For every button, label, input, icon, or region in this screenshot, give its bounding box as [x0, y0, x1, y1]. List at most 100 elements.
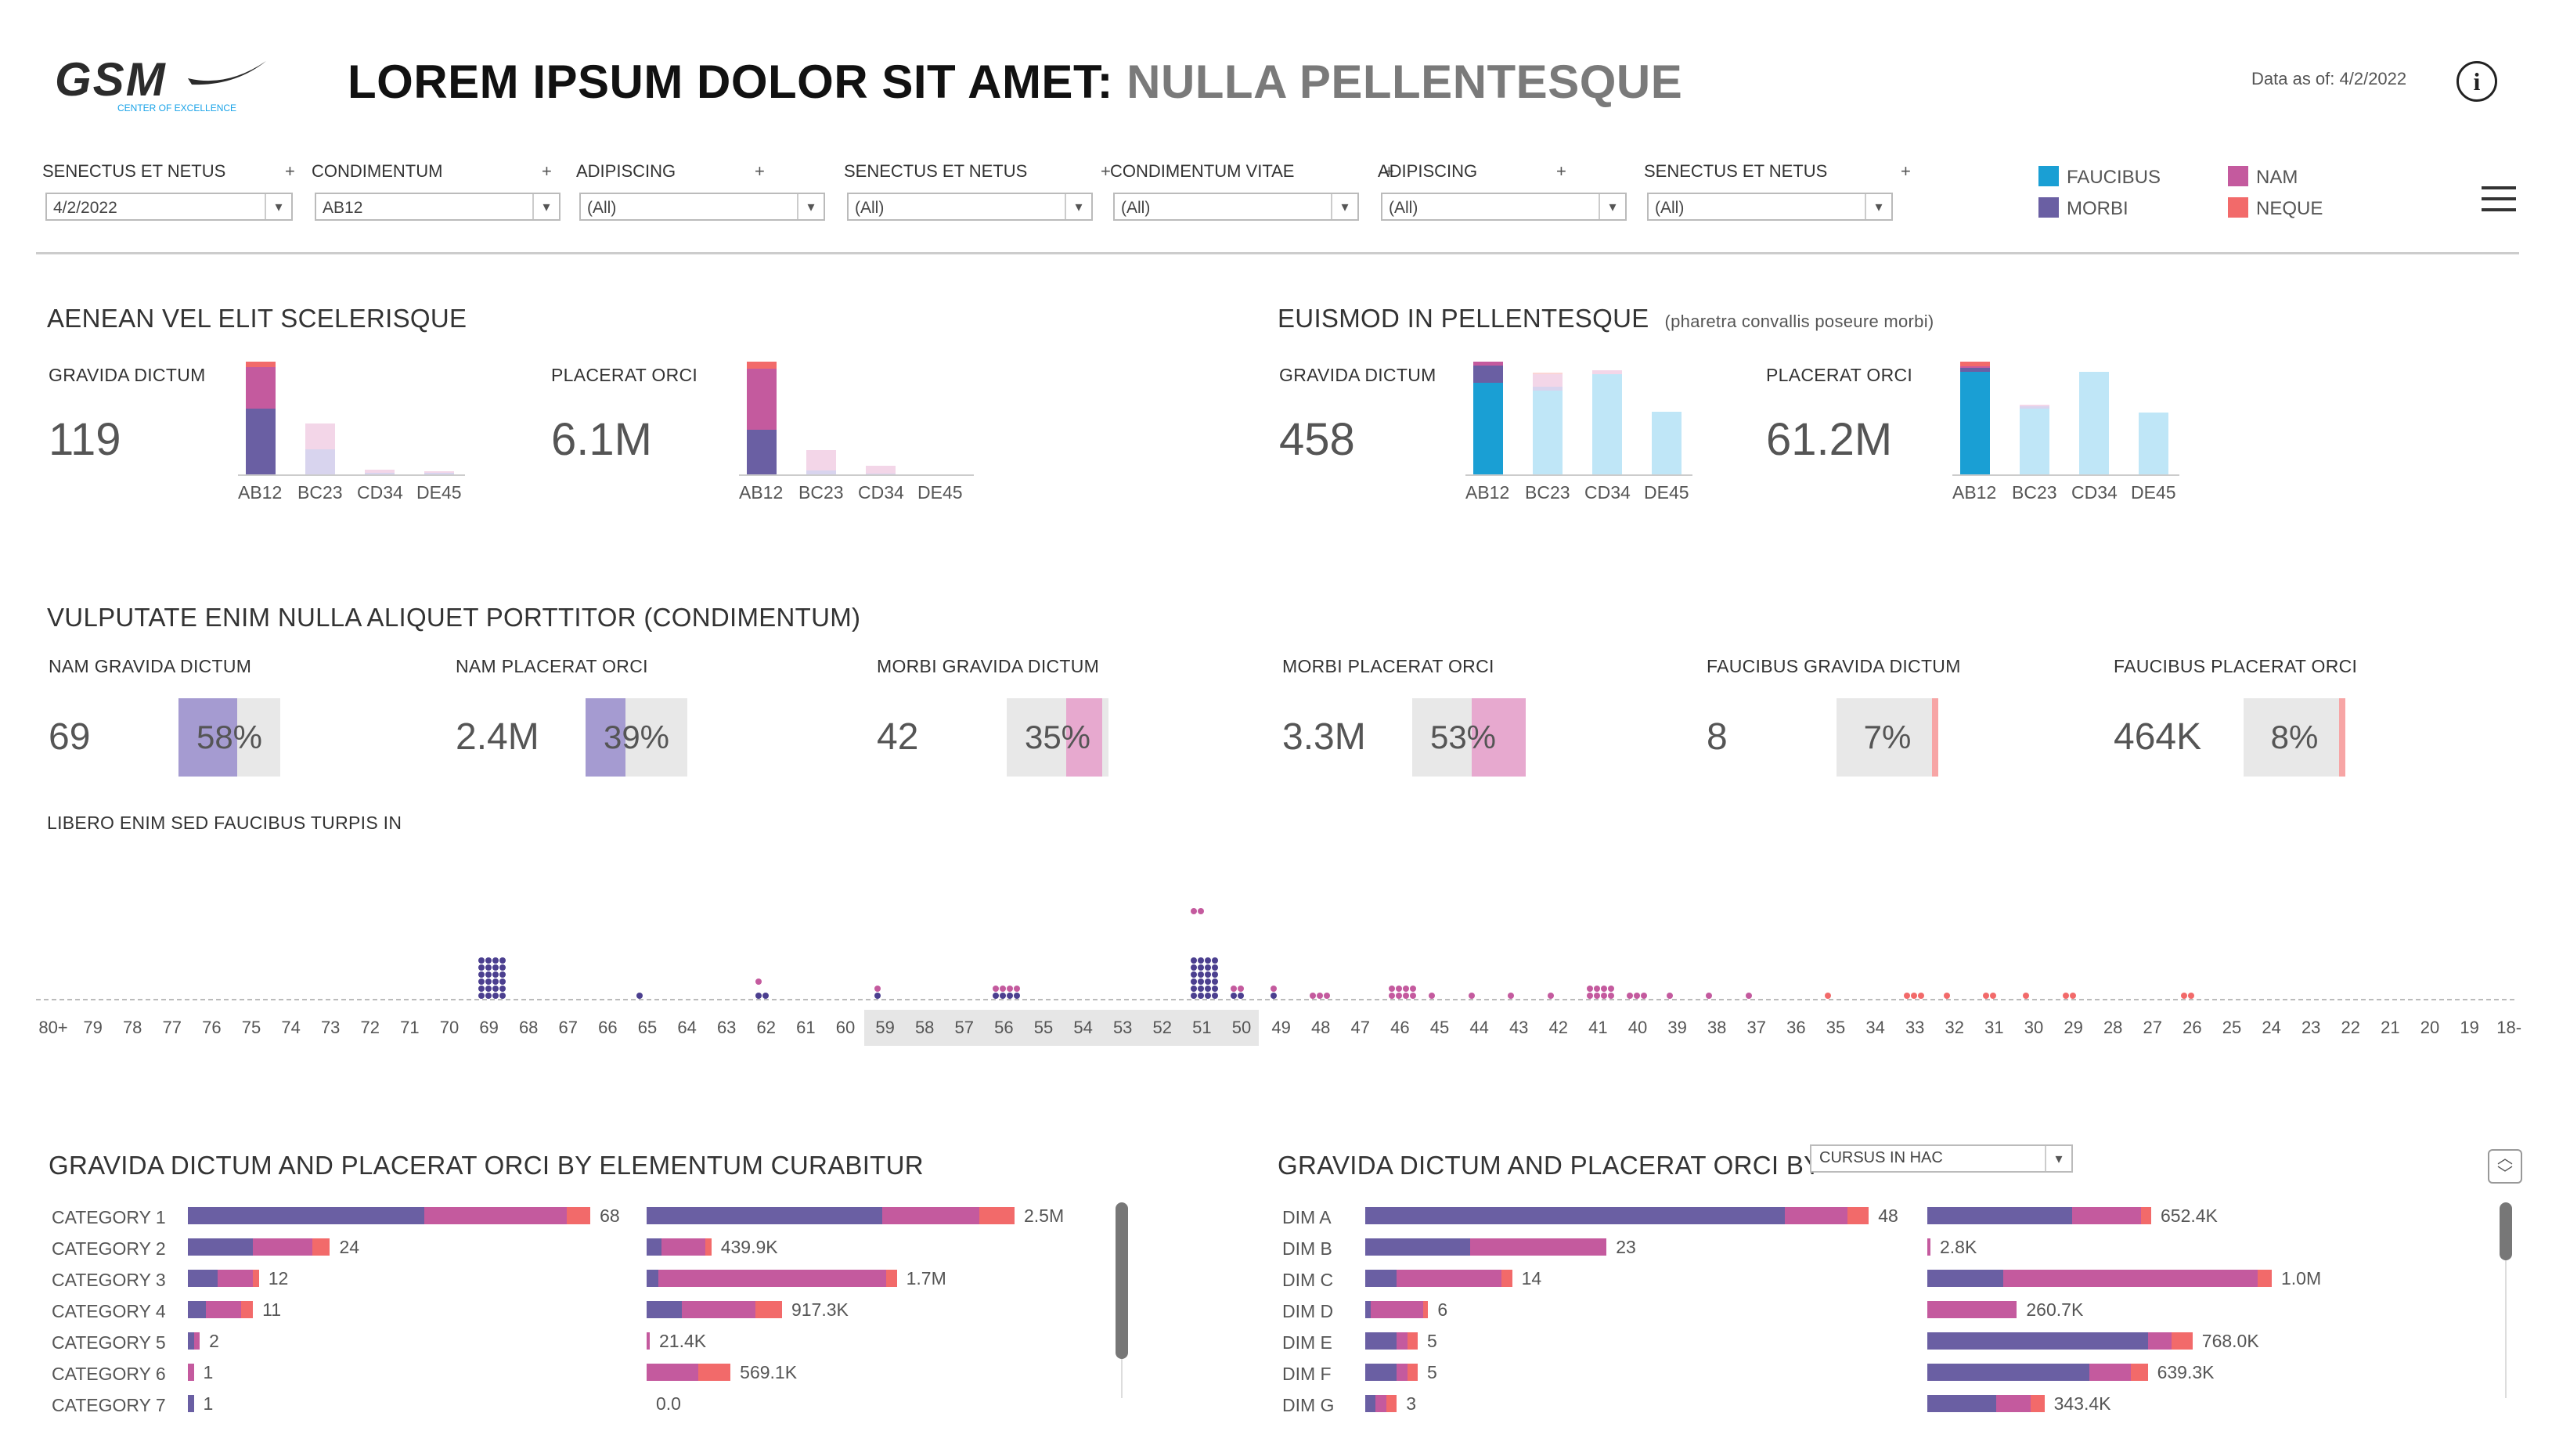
dotplot-point[interactable] — [1205, 964, 1212, 971]
expand-plus-icon[interactable]: + — [1101, 161, 1111, 181]
elementum-placerat-bar-nam[interactable] — [661, 1238, 706, 1256]
cursus-gravida-bar-nam[interactable] — [1397, 1364, 1408, 1381]
cursus-select[interactable]: CURSUS IN HAC ▾ — [1810, 1144, 2073, 1173]
mini-bar-cd34-nam[interactable] — [365, 470, 395, 474]
mini-bar-ab12-morbi[interactable] — [1960, 368, 1990, 373]
filter-select[interactable]: (All) ▾ — [1381, 193, 1627, 221]
dotplot-point[interactable] — [1198, 957, 1205, 964]
cursus-gravida-bar-nam[interactable] — [1397, 1270, 1502, 1287]
mini-bar-de45-faucibus[interactable] — [2139, 412, 2168, 474]
dotplot-point[interactable] — [874, 993, 881, 999]
menu-icon[interactable] — [2482, 186, 2516, 219]
cursus-gravida-bar-nam[interactable] — [1375, 1395, 1386, 1412]
dotplot-point[interactable] — [755, 993, 762, 999]
elementum-gravida-bar-morbi[interactable] — [188, 1207, 425, 1224]
scrollbar-left[interactable] — [1116, 1202, 1128, 1359]
elementum-placerat-bar-nam[interactable] — [682, 1301, 756, 1318]
dotplot-point[interactable] — [1205, 993, 1212, 999]
filter-6[interactable]: SENECTUS ET NETUS + (All) ▾ — [1644, 161, 1911, 224]
elementum-gravida-bar-nam[interactable] — [253, 1238, 312, 1256]
chevron-down-icon[interactable]: ▾ — [532, 194, 559, 219]
elementum-placerat-bar-morbi[interactable] — [647, 1270, 659, 1287]
cursus-placerat-bar-neque[interactable] — [2140, 1207, 2151, 1224]
mini-bar-ab12-neque[interactable] — [246, 362, 276, 368]
dotplot-point[interactable] — [1198, 971, 1205, 978]
dotplot-point[interactable] — [1191, 971, 1198, 978]
cursus-gravida-bar-nam[interactable] — [1785, 1207, 1848, 1224]
chevron-down-icon[interactable]: ▾ — [1065, 194, 1091, 219]
elementum-gravida-bar-morbi[interactable] — [188, 1332, 194, 1350]
dotplot-point[interactable] — [1547, 993, 1554, 999]
filter-select[interactable]: (All) ▾ — [1647, 193, 1893, 221]
dotplot-point[interactable] — [492, 978, 499, 985]
cursus-gravida-bar-nam[interactable] — [1470, 1238, 1607, 1256]
info-icon[interactable]: i — [2456, 61, 2497, 102]
dotplot-point[interactable] — [1429, 993, 1435, 999]
dotplot-point[interactable] — [2181, 993, 2188, 999]
dotplot-point[interactable] — [1508, 993, 1515, 999]
dotplot-point[interactable] — [499, 986, 506, 992]
mini-bar-ab12-nam[interactable] — [1960, 366, 1990, 369]
elementum-placerat-bar-nam[interactable] — [647, 1364, 698, 1381]
elementum-placerat-bar-morbi[interactable] — [647, 1207, 882, 1224]
cursus-gravida-bar-neque[interactable] — [1407, 1364, 1418, 1381]
dotplot-point[interactable] — [1198, 993, 1205, 999]
mini-bar-bc23-neque[interactable] — [1533, 372, 1563, 374]
chevron-down-icon[interactable]: ▾ — [1331, 194, 1357, 219]
cursus-gravida-bar-nam[interactable] — [1397, 1332, 1408, 1350]
elementum-gravida-bar-morbi[interactable] — [188, 1301, 206, 1318]
mini-bar-bc23-nam[interactable] — [305, 423, 335, 450]
filter-select[interactable]: 4/2/2022 ▾ — [45, 193, 293, 221]
dotplot-point[interactable] — [478, 993, 485, 999]
dotplot-point[interactable] — [1191, 986, 1198, 992]
dotplot-point[interactable] — [1317, 993, 1324, 999]
mini-bar-bc23-nam[interactable] — [1533, 374, 1563, 387]
expand-plus-icon[interactable]: + — [1556, 161, 1566, 181]
cursus-placerat-bar-nam[interactable] — [1927, 1238, 1930, 1256]
dotplot-point[interactable] — [1198, 986, 1205, 992]
dotplot-point[interactable] — [478, 957, 485, 964]
elementum-gravida-bar-neque[interactable] — [566, 1207, 591, 1224]
dotplot-point[interactable] — [492, 993, 499, 999]
dotplot-point[interactable] — [755, 978, 762, 985]
dotplot-point[interactable] — [762, 993, 769, 999]
dotplot-point[interactable] — [1904, 993, 1911, 999]
dotplot-point[interactable] — [1943, 993, 1950, 999]
mini-bar-cd34-nam[interactable] — [866, 466, 896, 474]
dotplot-point[interactable] — [1403, 986, 1410, 992]
dotplot-point[interactable] — [636, 993, 643, 999]
elementum-gravida-bar-morbi[interactable] — [188, 1395, 194, 1412]
cursus-placerat-bar-neque[interactable] — [2258, 1270, 2272, 1287]
dotplot-point[interactable] — [1231, 993, 1237, 999]
cursus-gravida-bar-nam[interactable] — [1370, 1301, 1423, 1318]
chevron-down-icon[interactable]: ▾ — [265, 194, 291, 219]
cursus-gravida-bar-morbi[interactable] — [1365, 1238, 1470, 1256]
dotplot-point[interactable] — [492, 971, 499, 978]
filter-4[interactable]: CONDIMENTUM VITAE + (All) ▾ — [1110, 161, 1394, 224]
filter-select[interactable]: (All) ▾ — [1113, 193, 1359, 221]
dotplot-point[interactable] — [1389, 986, 1396, 992]
dotplot-point[interactable] — [499, 978, 506, 985]
cursus-gravida-bar-morbi[interactable] — [1365, 1395, 1376, 1412]
elementum-placerat-bar-nam[interactable] — [881, 1207, 979, 1224]
dotplot-point[interactable] — [2062, 993, 2069, 999]
mini-bar-cd34-nam[interactable] — [1592, 369, 1622, 374]
mini-bar-cd34-faucibus[interactable] — [2079, 372, 2109, 474]
dotplot-point[interactable] — [993, 986, 1000, 992]
mini-bar-ab12-morbi[interactable] — [1473, 366, 1503, 383]
dotplot-point[interactable] — [1205, 978, 1212, 985]
dotplot-point[interactable] — [1706, 993, 1713, 999]
dotplot-point[interactable] — [1601, 986, 1608, 992]
legend-item-nam[interactable]: NAM — [2228, 166, 2298, 189]
mini-bar-ab12-neque[interactable] — [747, 362, 777, 369]
dotplot-point[interactable] — [478, 986, 485, 992]
dotplot-point[interactable] — [1238, 993, 1244, 999]
dotplot-point[interactable] — [492, 957, 499, 964]
dotplot-point[interactable] — [485, 971, 492, 978]
legend-item-neque[interactable]: NEQUE — [2228, 197, 2323, 220]
collapse-icon[interactable]: ︿ ﹀ — [2488, 1149, 2522, 1184]
chevron-down-icon[interactable]: ▾ — [797, 194, 824, 219]
elementum-gravida-bar-nam[interactable] — [424, 1207, 567, 1224]
dotplot-point[interactable] — [1403, 993, 1410, 999]
mini-bar-bc23-faucibus[interactable] — [1533, 391, 1563, 474]
